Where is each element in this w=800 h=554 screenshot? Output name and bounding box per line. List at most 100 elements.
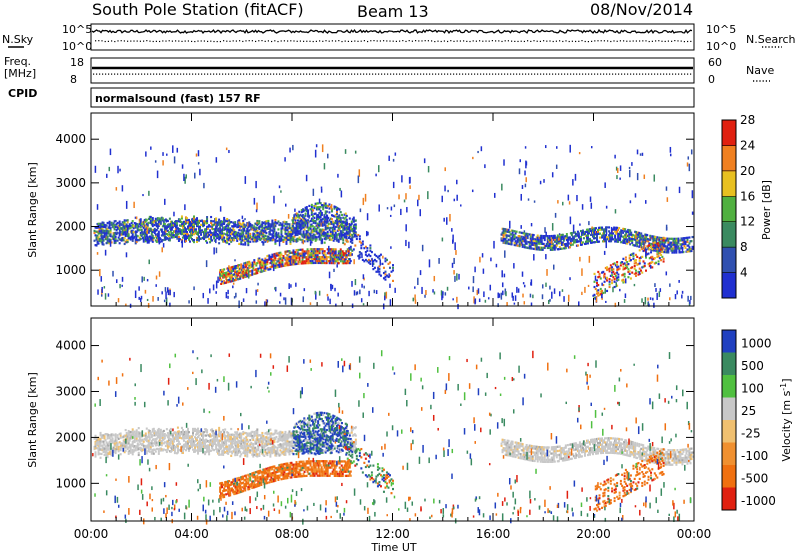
- data-cell: [254, 234, 257, 237]
- data-cell: [99, 440, 102, 443]
- data-cell: [234, 273, 237, 276]
- data-cell: [123, 440, 126, 443]
- data-cell: [667, 249, 670, 252]
- data-cell: [601, 236, 604, 239]
- data-cell: [284, 222, 287, 225]
- data-cell: [235, 272, 238, 276]
- data-cell: [175, 233, 178, 237]
- noise-search-dot: [591, 40, 593, 42]
- data-cell: [248, 266, 251, 269]
- data-cell: [566, 236, 569, 239]
- nave-dot: [606, 73, 608, 75]
- data-cell: [596, 236, 599, 240]
- data-cell: [262, 241, 265, 244]
- data-cell: [122, 233, 125, 236]
- data-cell: [549, 248, 552, 251]
- data-cell: [169, 234, 172, 237]
- nave-dot: [219, 73, 221, 75]
- data-cell: [298, 232, 301, 235]
- data-cell: [328, 248, 331, 251]
- data-cell: [518, 235, 521, 238]
- data-cell: [339, 220, 342, 224]
- data-cell: [311, 261, 314, 265]
- data-cell: [106, 445, 109, 448]
- data-cell: [305, 209, 308, 213]
- noise-search-dot: [386, 40, 388, 42]
- data-cell: [649, 238, 652, 241]
- data-cell: [670, 245, 673, 248]
- noise-search-dot: [248, 40, 250, 42]
- data-cell: [323, 233, 326, 236]
- data-cell: [572, 224, 575, 233]
- data-cell: [117, 298, 120, 303]
- data-cell: [533, 243, 536, 247]
- data-cell: [269, 227, 272, 230]
- data-cell: [113, 234, 116, 237]
- data-cell: [137, 239, 140, 242]
- data-cell: [645, 250, 647, 257]
- data-cell: [255, 262, 258, 265]
- data-cell: [156, 226, 159, 230]
- data-cell: [522, 293, 524, 298]
- data-cell: [126, 447, 129, 451]
- data-cell: [685, 236, 688, 240]
- data-cell: [582, 237, 585, 240]
- data-cell: [261, 234, 264, 238]
- data-cell: [619, 165, 622, 171]
- data-cell: [686, 238, 689, 241]
- noise-search-dot: [427, 40, 429, 42]
- data-cell: [131, 235, 134, 238]
- data-cell: [106, 453, 109, 457]
- data-cell: [667, 241, 670, 244]
- data-cell: [322, 231, 325, 234]
- data-cell: [282, 240, 285, 244]
- data-cell: [218, 218, 221, 221]
- data-cell: [326, 234, 329, 237]
- data-cell: [644, 237, 647, 240]
- data-cell: [214, 222, 217, 225]
- data-cell: [109, 227, 112, 230]
- data-cell: [149, 221, 152, 224]
- data-cell: [295, 224, 298, 227]
- data-cell: [521, 239, 524, 242]
- data-cell: [553, 236, 556, 239]
- data-cell: [244, 225, 247, 229]
- data-cell: [119, 449, 122, 452]
- data-cell: [660, 253, 663, 257]
- data-cell: [126, 221, 129, 224]
- data-cell: [277, 220, 280, 223]
- data-cell: [130, 231, 133, 234]
- data-cell: [314, 221, 317, 225]
- data-cell: [271, 239, 274, 242]
- data-cell: [649, 297, 652, 300]
- data-cell: [260, 270, 263, 273]
- data-cell: [137, 447, 140, 450]
- data-cell: [172, 224, 175, 227]
- data-cell: [205, 239, 208, 243]
- data-cell: [267, 268, 270, 271]
- data-cell: [116, 446, 119, 449]
- noise-search-dot: [552, 40, 554, 43]
- data-cell: [304, 235, 307, 238]
- data-cell: [232, 265, 235, 269]
- data-cell: [294, 251, 297, 254]
- data-cell: [569, 238, 572, 241]
- data-cell: [140, 295, 143, 300]
- data-cell: [141, 237, 144, 240]
- noise-search-dot: [367, 40, 369, 43]
- data-cell: [339, 256, 342, 259]
- data-cell: [302, 252, 305, 255]
- data-cell: [333, 258, 336, 261]
- nave-dot: [93, 73, 95, 75]
- noise-search-dot: [133, 40, 135, 42]
- data-cell: [628, 229, 631, 232]
- data-cell: [528, 247, 531, 250]
- data-cell: [652, 297, 654, 301]
- data-cell: [629, 229, 632, 232]
- data-cell: [644, 247, 647, 250]
- data-cell: [355, 291, 358, 296]
- data-cell: [234, 259, 236, 262]
- data-cell: [569, 232, 572, 235]
- data-cell: [97, 438, 100, 441]
- data-cell: [271, 263, 274, 266]
